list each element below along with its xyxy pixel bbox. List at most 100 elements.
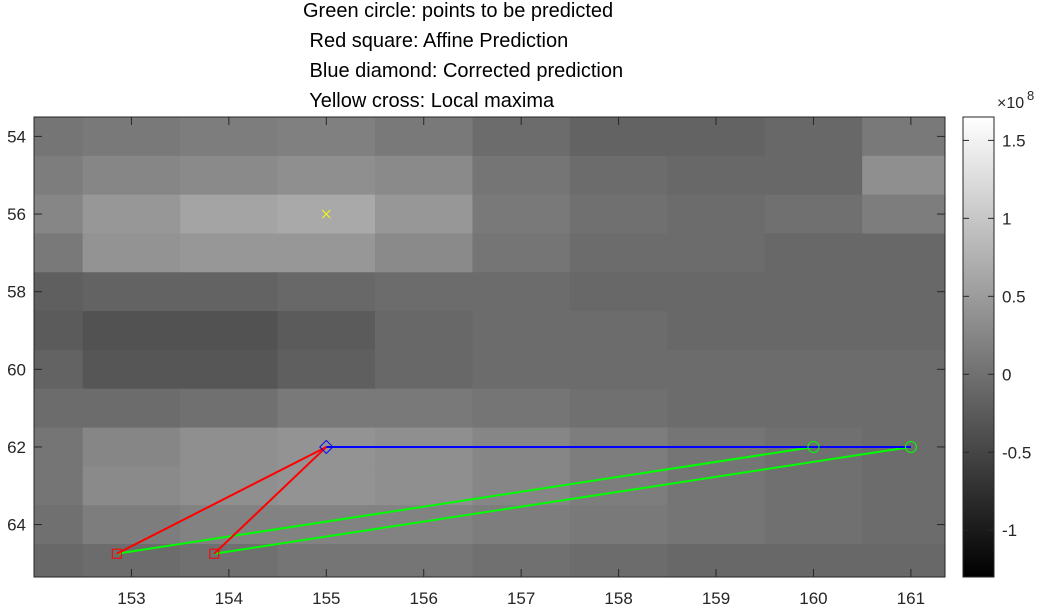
heatmap-cell	[862, 233, 945, 273]
y-tick-label: 58	[7, 283, 26, 302]
heatmap-cell	[82, 311, 181, 351]
heatmap-cell	[180, 466, 279, 506]
heatmap-cell	[375, 388, 473, 429]
heatmap-cell	[764, 505, 863, 545]
heatmap-cell	[862, 466, 945, 506]
heatmap-cell	[82, 272, 181, 312]
yellow-cross-marker	[321, 209, 331, 219]
heatmap-cell	[667, 388, 766, 429]
heatmap-cell	[667, 349, 766, 390]
heatmap-cell	[180, 505, 279, 545]
heatmap-cell	[34, 155, 84, 196]
colorbar-tick-label: 1	[1002, 209, 1011, 228]
heatmap-cell	[34, 349, 84, 390]
heatmap-cell	[472, 311, 571, 351]
x-tick-label: 157	[507, 589, 535, 608]
plot-markers	[111, 209, 917, 559]
heatmap-cell	[34, 388, 84, 429]
heatmap-cell	[180, 272, 279, 312]
red-square-marker	[111, 548, 122, 559]
heatmap-cell	[34, 194, 84, 234]
heatmap-cell	[764, 272, 863, 312]
blue-diamond-marker	[319, 439, 334, 455]
y-tick-label: 62	[7, 438, 26, 457]
title-line-blue: Blue diamond: Corrected prediction	[304, 60, 624, 82]
colorbar-tick-label: 1.5	[1002, 131, 1026, 150]
heatmap-cell	[764, 194, 863, 234]
heatmap-cell	[375, 349, 473, 390]
heatmap-cell	[34, 311, 84, 351]
heatmap-cell	[764, 349, 863, 390]
heatmap-cell	[862, 311, 945, 351]
heatmap-cell	[34, 427, 84, 467]
heatmap-cell	[375, 272, 473, 312]
heatmap-cell	[375, 466, 473, 506]
colorbar-exponent-power: 8	[1027, 88, 1034, 103]
heatmap-cell	[569, 311, 668, 351]
colorbar-tick-label: 0	[1002, 365, 1011, 384]
heatmap-cell	[82, 233, 181, 273]
colorbar-tick-label: 0.5	[1002, 287, 1026, 306]
x-tick-label: 158	[604, 589, 632, 608]
plot-frame	[33, 116, 946, 578]
heatmap-cell	[862, 155, 945, 196]
heatmap-cell	[82, 388, 181, 429]
heatmap-cell	[82, 155, 181, 196]
heatmap-cell	[375, 194, 473, 234]
x-tick-label: 153	[117, 589, 145, 608]
y-tick-label: 60	[7, 360, 26, 379]
heatmap-cell	[667, 311, 766, 351]
x-tick-label: 155	[312, 589, 340, 608]
chart-title: Green circle: points to be predicted Red…	[0, 0, 1042, 115]
heatmap-cell	[667, 505, 766, 545]
green-circle-marker	[904, 440, 917, 453]
heatmap-cell	[180, 349, 279, 390]
title-line-red: Red square: Affine Prediction	[304, 30, 569, 52]
heatmap-cells	[34, 117, 945, 577]
heatmap-cell	[472, 272, 571, 312]
heatmap-cell	[82, 505, 181, 545]
heatmap-cell	[82, 349, 181, 390]
red-square-marker	[209, 548, 220, 559]
heatmap-cell	[862, 272, 945, 312]
heatmap-cell	[180, 427, 279, 467]
heatmap-cell	[277, 505, 376, 545]
x-tick-label: 160	[799, 589, 827, 608]
x-tick-label: 159	[702, 589, 730, 608]
heatmap-cell	[764, 311, 863, 351]
heatmap-cell	[472, 388, 571, 429]
colorbar-tick-label: -0.5	[1002, 443, 1031, 462]
colorbar: -1 -0.5 0 0.5 1 1.5 ×10 8	[962, 88, 1034, 578]
heatmap-cell	[34, 505, 84, 545]
y-tick-label: 54	[7, 127, 26, 146]
green-line	[214, 445, 912, 555]
heatmap-cell	[764, 388, 863, 429]
heatmap-cell	[472, 349, 571, 390]
title-line-green: Green circle: points to be predicted	[303, 0, 614, 22]
heatmap-cell	[375, 233, 473, 273]
heatmap-cell	[569, 272, 668, 312]
heatmap-cell	[34, 233, 84, 273]
heatmap-cell	[862, 544, 945, 577]
heatmap-cell	[82, 427, 181, 467]
heatmap-cell	[667, 233, 766, 273]
colorbar-tick-label: -1	[1002, 521, 1017, 540]
heatmap-cell	[277, 233, 376, 273]
heatmap-cell	[667, 194, 766, 234]
heatmap-cell	[667, 155, 766, 196]
heatmap-cell	[569, 155, 668, 196]
green-circle-marker	[807, 440, 820, 453]
heatmap-cell	[277, 311, 376, 351]
heatmap-cell	[82, 194, 181, 234]
heatmap-cell	[764, 466, 863, 506]
colorbar-bar	[962, 116, 995, 578]
red-line	[116, 446, 327, 555]
heatmap-cell	[569, 505, 668, 545]
heatmap-cell	[34, 117, 84, 157]
heatmap-cell	[34, 466, 84, 506]
x-tick-label: 154	[215, 589, 243, 608]
heatmap-cell	[180, 233, 279, 273]
heatmap-cell	[862, 117, 945, 157]
y-tick-label: 64	[7, 516, 26, 535]
